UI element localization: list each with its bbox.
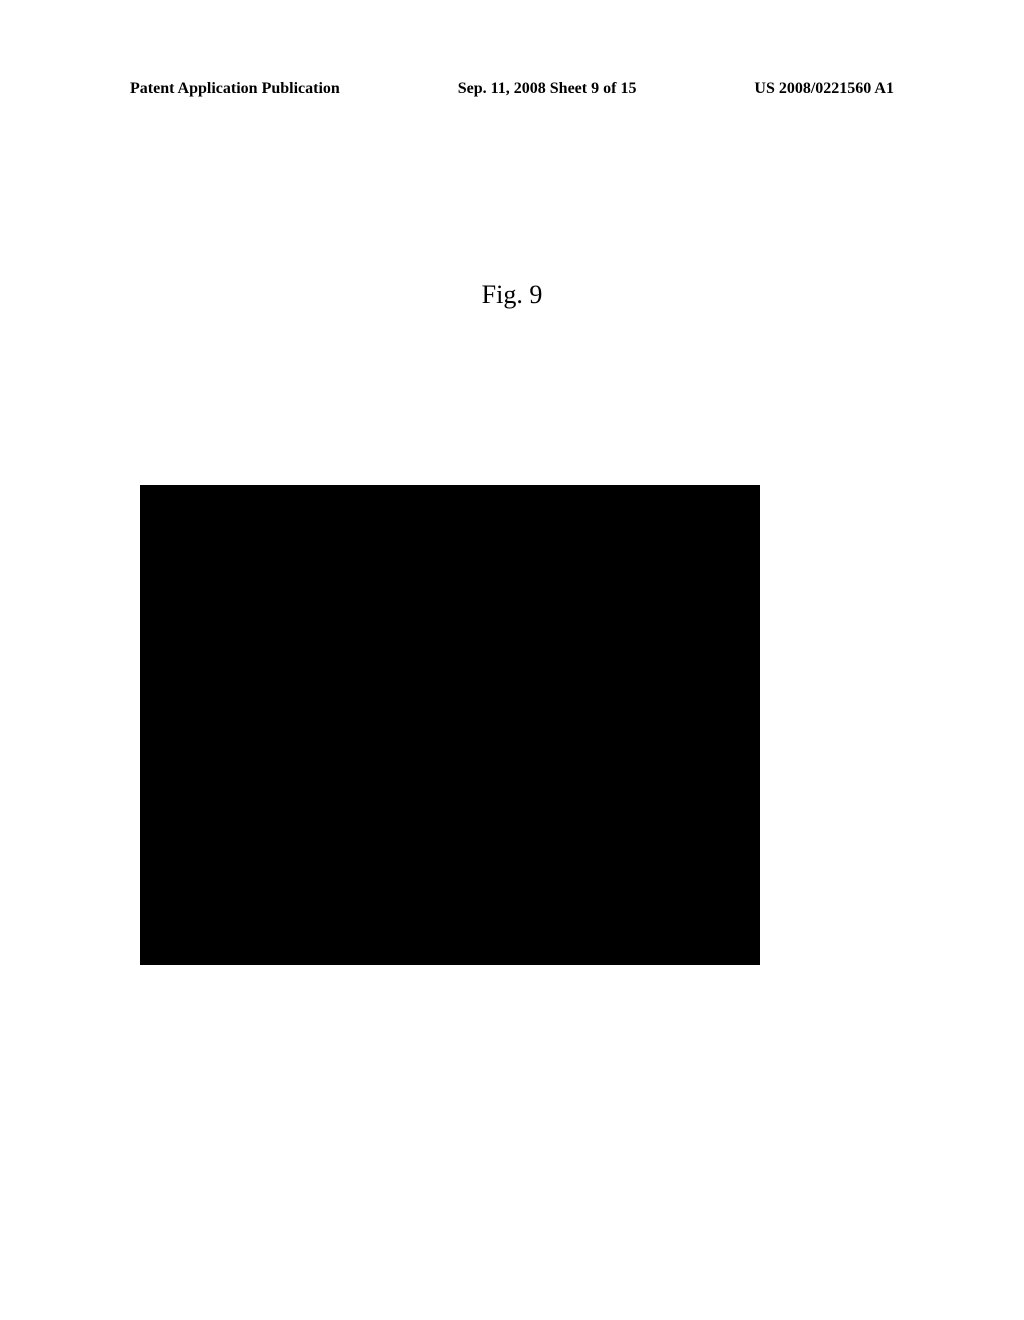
figure-label: Fig. 9 bbox=[482, 280, 543, 310]
publication-number: US 2008/0221560 A1 bbox=[754, 80, 894, 98]
figure-image bbox=[140, 485, 760, 965]
page-header: Patent Application Publication Sep. 11, … bbox=[0, 80, 1024, 98]
date-sheet-info: Sep. 11, 2008 Sheet 9 of 15 bbox=[458, 80, 637, 98]
publication-type: Patent Application Publication bbox=[130, 80, 340, 98]
